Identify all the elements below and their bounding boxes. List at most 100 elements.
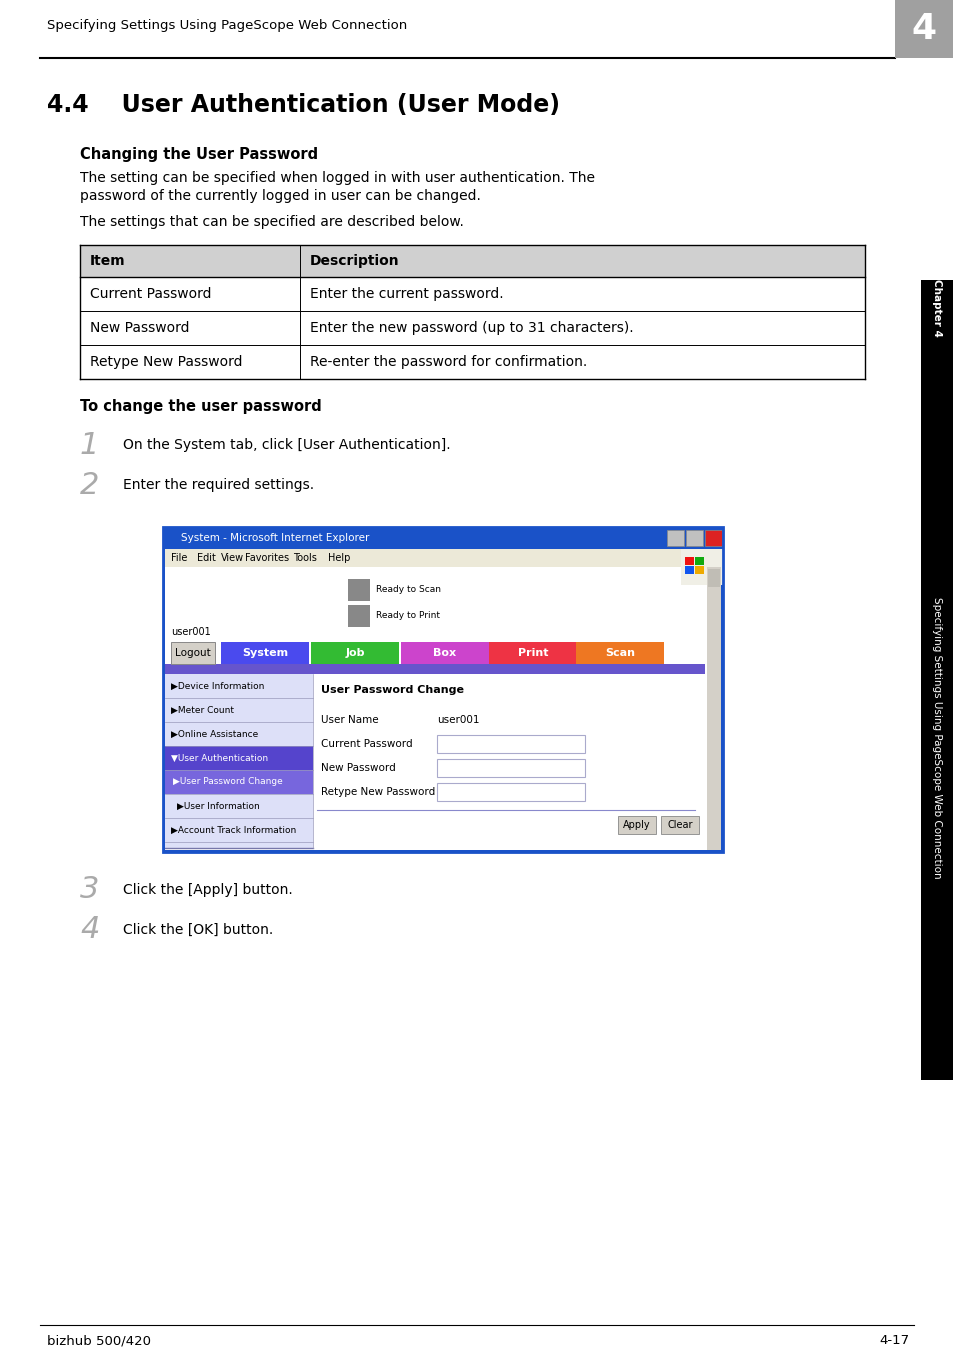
Bar xyxy=(165,675,313,848)
Text: Job: Job xyxy=(345,648,364,658)
Text: To change the user password: To change the user password xyxy=(80,399,321,415)
Bar xyxy=(165,675,313,698)
Text: Click the [OK] button.: Click the [OK] button. xyxy=(123,923,273,937)
Text: Re-enter the password for confirmation.: Re-enter the password for confirmation. xyxy=(310,356,587,369)
Text: Enter the required settings.: Enter the required settings. xyxy=(123,479,314,492)
Bar xyxy=(165,698,313,722)
Text: password of the currently logged in user can be changed.: password of the currently logged in user… xyxy=(80,189,480,203)
Text: ▶Account Track Information: ▶Account Track Information xyxy=(171,826,296,834)
Bar xyxy=(695,557,703,565)
Bar xyxy=(685,530,702,546)
Text: Edit: Edit xyxy=(196,553,215,562)
Bar xyxy=(80,311,864,345)
Text: Description: Description xyxy=(310,254,399,268)
Bar xyxy=(80,245,864,277)
Bar xyxy=(684,566,693,575)
Bar xyxy=(348,604,370,627)
Text: Favorites: Favorites xyxy=(245,553,289,562)
Text: Clear: Clear xyxy=(666,821,692,830)
Bar xyxy=(695,566,703,575)
Bar xyxy=(80,277,864,311)
Bar xyxy=(684,557,693,565)
Bar xyxy=(163,527,722,852)
Bar xyxy=(680,549,722,585)
Text: 4: 4 xyxy=(80,915,99,945)
Text: user001: user001 xyxy=(436,715,479,725)
Bar xyxy=(489,642,577,664)
Text: ▶Meter Count: ▶Meter Count xyxy=(171,706,233,714)
Bar xyxy=(894,0,953,58)
Text: Item: Item xyxy=(90,254,126,268)
Bar xyxy=(660,817,699,834)
Text: Specifying Settings Using PageScope Web Connection: Specifying Settings Using PageScope Web … xyxy=(47,19,407,31)
Bar xyxy=(165,566,706,850)
Bar xyxy=(348,579,370,602)
Text: Print: Print xyxy=(517,648,548,658)
Text: ▶User Password Change: ▶User Password Change xyxy=(172,777,282,787)
Text: 4: 4 xyxy=(910,12,936,46)
Text: Enter the current password.: Enter the current password. xyxy=(310,287,503,301)
Text: User Name: User Name xyxy=(320,715,378,725)
Bar xyxy=(165,722,313,746)
Text: System: System xyxy=(242,648,288,658)
Text: System - Microsoft Internet Explorer: System - Microsoft Internet Explorer xyxy=(181,533,369,544)
Text: The setting can be specified when logged in with user authentication. The: The setting can be specified when logged… xyxy=(80,170,595,185)
Text: user001: user001 xyxy=(171,627,211,637)
Bar xyxy=(400,642,489,664)
Text: Enter the new password (up to 31 characters).: Enter the new password (up to 31 charact… xyxy=(310,320,633,335)
Text: Retype New Password: Retype New Password xyxy=(320,787,435,796)
Bar xyxy=(165,549,720,566)
Text: Ready to Print: Ready to Print xyxy=(375,611,439,621)
Text: New Password: New Password xyxy=(320,763,395,773)
Bar xyxy=(171,642,214,664)
Text: Specifying Settings Using PageScope Web Connection: Specifying Settings Using PageScope Web … xyxy=(931,596,942,879)
Text: 4-17: 4-17 xyxy=(879,1334,909,1348)
Text: 3: 3 xyxy=(80,876,99,904)
Text: 2: 2 xyxy=(80,470,99,499)
Text: 4.4    User Authentication (User Mode): 4.4 User Authentication (User Mode) xyxy=(47,93,559,118)
Bar xyxy=(704,530,721,546)
Bar xyxy=(80,345,864,379)
Text: Ready to Scan: Ready to Scan xyxy=(375,585,440,595)
Text: Box: Box xyxy=(433,648,456,658)
Text: bizhub 500/420: bizhub 500/420 xyxy=(47,1334,151,1348)
Bar xyxy=(165,818,313,842)
Bar xyxy=(165,746,313,771)
Text: The settings that can be specified are described below.: The settings that can be specified are d… xyxy=(80,215,463,228)
Text: Current Password: Current Password xyxy=(320,740,413,749)
Text: Tools: Tools xyxy=(293,553,316,562)
Bar xyxy=(163,527,722,549)
Text: 1: 1 xyxy=(80,430,99,460)
Bar xyxy=(666,530,683,546)
Bar xyxy=(165,794,313,818)
Bar xyxy=(706,566,720,850)
Text: User Password Change: User Password Change xyxy=(320,685,463,695)
Bar xyxy=(920,280,953,1080)
Text: On the System tab, click [User Authentication].: On the System tab, click [User Authentic… xyxy=(123,438,450,452)
Text: Changing the User Password: Changing the User Password xyxy=(80,147,317,162)
Text: Logout: Logout xyxy=(175,648,211,658)
Bar xyxy=(311,642,398,664)
Text: Retype New Password: Retype New Password xyxy=(90,356,242,369)
Text: ▶Device Information: ▶Device Information xyxy=(171,681,264,691)
Bar xyxy=(436,758,584,777)
Bar xyxy=(618,817,656,834)
Text: New Password: New Password xyxy=(90,320,190,335)
Bar xyxy=(576,642,663,664)
Text: Help: Help xyxy=(328,553,350,562)
Text: ▶Online Assistance: ▶Online Assistance xyxy=(171,730,258,738)
Bar xyxy=(165,664,704,675)
Text: ▼User Authentication: ▼User Authentication xyxy=(171,753,268,763)
Text: Scan: Scan xyxy=(604,648,635,658)
Bar xyxy=(221,642,309,664)
Bar xyxy=(920,280,953,335)
Text: Chapter 4: Chapter 4 xyxy=(931,279,942,337)
Text: Apply: Apply xyxy=(622,821,650,830)
Text: File: File xyxy=(171,553,187,562)
Bar xyxy=(165,771,313,794)
Text: View: View xyxy=(221,553,244,562)
Text: Click the [Apply] button.: Click the [Apply] button. xyxy=(123,883,293,896)
Text: Current Password: Current Password xyxy=(90,287,212,301)
Bar xyxy=(436,783,584,800)
Bar xyxy=(436,735,584,753)
